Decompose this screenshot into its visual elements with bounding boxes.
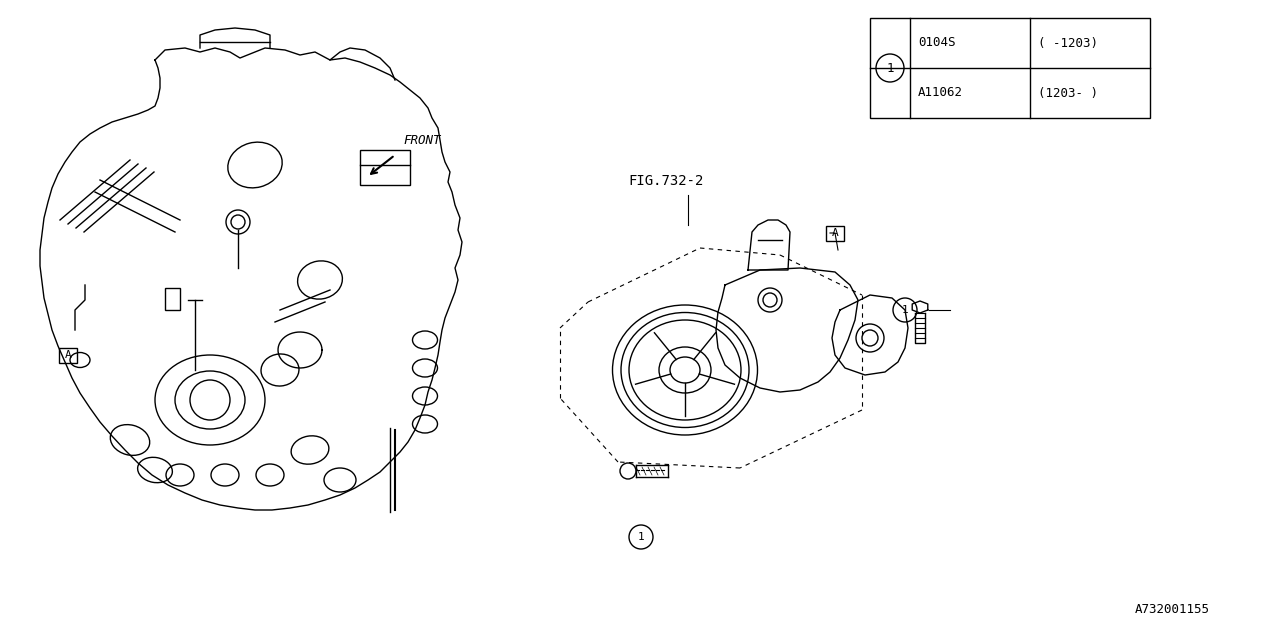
Bar: [826, 225, 844, 241]
Text: 0104S: 0104S: [918, 36, 955, 49]
Text: FRONT: FRONT: [403, 134, 440, 147]
Bar: [59, 348, 77, 362]
Text: A: A: [64, 350, 72, 360]
Text: A732001155: A732001155: [1135, 603, 1210, 616]
Text: 1: 1: [886, 61, 893, 74]
Text: A11062: A11062: [918, 86, 963, 99]
Text: 1: 1: [901, 305, 909, 315]
Text: A: A: [832, 228, 838, 238]
Text: FIG.732-2: FIG.732-2: [628, 174, 704, 188]
Text: 1: 1: [637, 532, 644, 542]
Text: ( -1203): ( -1203): [1038, 36, 1098, 49]
Bar: [360, 150, 410, 185]
Bar: [870, 18, 1149, 118]
Text: (1203- ): (1203- ): [1038, 86, 1098, 99]
Bar: [165, 288, 180, 310]
